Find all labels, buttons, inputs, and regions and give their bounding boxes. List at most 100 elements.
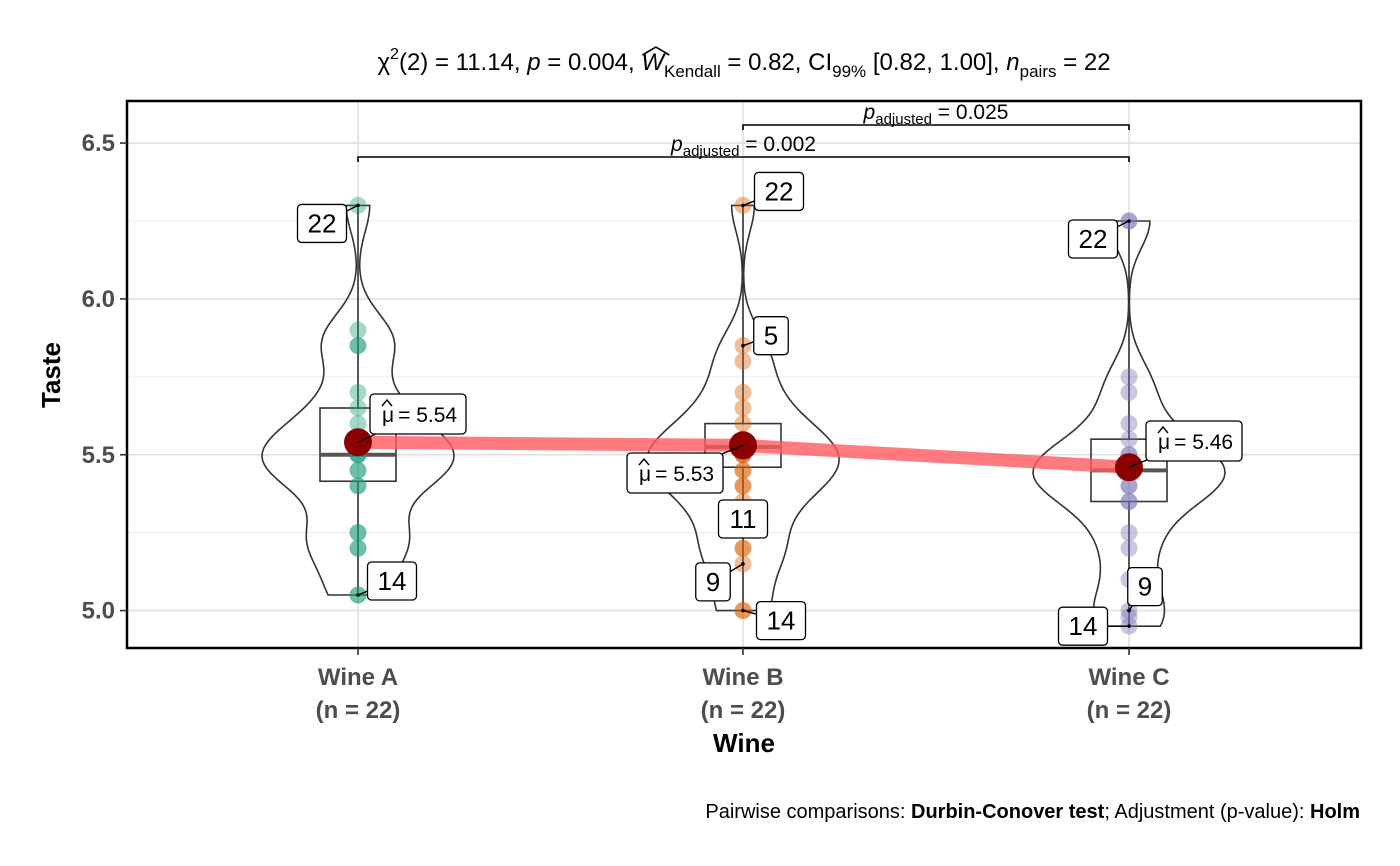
- data-point: [1120, 608, 1138, 626]
- point-label: 14: [767, 606, 796, 636]
- subtitle-n-symbol: n: [1006, 49, 1019, 76]
- bracket-p-symbol: p: [863, 101, 876, 124]
- subtitle-ci-sub: 99%: [832, 62, 866, 81]
- point-label: 11: [730, 504, 757, 534]
- data-point: [1120, 524, 1138, 542]
- point-label: 14: [378, 566, 407, 596]
- data-point: [349, 477, 367, 495]
- data-point: [1120, 477, 1138, 495]
- subtitle-stat-rest: (2) = 11.14,: [399, 49, 527, 76]
- panel-border: [125, 99, 1363, 650]
- point-label-box: [753, 316, 789, 356]
- x-tick-n-label: (n = 22): [316, 697, 401, 724]
- bracket-p-sub: adjusted: [683, 143, 740, 160]
- x-tick-n-label: (n = 22): [1087, 697, 1172, 724]
- subtitle-hat-icon: [641, 46, 670, 56]
- mean-label: μ = 5.46: [1158, 431, 1233, 454]
- data-point: [349, 337, 367, 355]
- data-point: [349, 415, 367, 433]
- y-tick-label: 5.0: [82, 598, 115, 625]
- point-label-box: [753, 171, 805, 212]
- point-label-box: [1067, 219, 1119, 259]
- data-point: [349, 539, 367, 557]
- point-label: 9: [1138, 572, 1152, 602]
- subtitle-p-rest: = 0.004,: [541, 49, 642, 76]
- point-label: 5: [764, 321, 778, 351]
- point-label-anchor: [1127, 219, 1131, 223]
- data-point: [1120, 493, 1138, 511]
- caption-test: Durbin-Conover test: [911, 801, 1105, 823]
- data-point: [349, 524, 367, 542]
- bracket-p-symbol: p: [670, 133, 683, 156]
- point-label-box: [755, 600, 807, 641]
- data-point: [734, 352, 752, 370]
- mean-label-symbol: μ: [1158, 431, 1170, 454]
- mean-label-box: [369, 393, 467, 435]
- mean-hat-icon: [1157, 425, 1169, 434]
- data-point: [349, 461, 367, 479]
- data-point: [349, 337, 367, 355]
- y-axis: 5.0 5.5 6.0 6.5: [82, 130, 127, 625]
- mean-label: μ = 5.54: [382, 404, 457, 427]
- data-point: [734, 539, 752, 557]
- bracket-1: [742, 124, 1130, 130]
- point-label-box: [717, 499, 769, 539]
- data-point: [349, 321, 367, 339]
- point-label-anchor: [741, 203, 745, 208]
- mean-hat-icon: [638, 457, 650, 466]
- mean-label: μ = 5.53: [639, 463, 714, 486]
- data-point: [1120, 539, 1138, 557]
- subtitle-stat-sup: 2: [390, 46, 399, 63]
- data-point: [349, 383, 367, 401]
- point-label-box: [695, 562, 731, 602]
- data-point: [734, 399, 752, 417]
- data-point: [734, 383, 752, 401]
- data-point: [734, 477, 752, 495]
- point-label: 9: [706, 567, 720, 597]
- data-point: [734, 415, 752, 433]
- caption-prefix: Pairwise comparisons:: [705, 801, 911, 823]
- mean-label-symbol: μ: [382, 404, 394, 427]
- data-point: [349, 461, 367, 479]
- subtitle-p-symbol: p: [526, 49, 540, 76]
- x-axis-title: Wine: [713, 728, 775, 758]
- point-label: 22: [308, 208, 337, 238]
- point-label-box: [1127, 566, 1163, 607]
- point-label: 22: [1079, 224, 1108, 254]
- point-label-anchor: [741, 343, 745, 348]
- mean-label-box: [626, 452, 724, 494]
- x-tick-label: Wine B: [702, 664, 783, 691]
- point-label-anchor: [356, 593, 360, 597]
- caption-middle: ; Adjustment (p-value):: [1104, 801, 1310, 823]
- mean-hat-icon: [381, 398, 393, 407]
- point-label-anchor: [1127, 608, 1131, 613]
- y-tick-label: 6.0: [82, 286, 115, 313]
- data-point: [734, 539, 752, 557]
- data-point: [349, 524, 367, 542]
- subtitle-n-sub: pairs: [1020, 62, 1057, 81]
- plot-panel: [127, 101, 1361, 648]
- bracket-p-sub: adjusted: [875, 111, 932, 128]
- boxplots: [319, 205, 1168, 627]
- data-point: [349, 539, 367, 557]
- chart-subtitle: χ2(2) = 11.14, p = 0.004, WKendall = 0.8…: [377, 46, 1110, 81]
- subtitle-ci-rest: [0.82, 1.00],: [866, 49, 1006, 76]
- data-point: [349, 477, 367, 495]
- subtitle-stat: χ: [377, 49, 390, 76]
- data-point: [1120, 415, 1138, 433]
- bracket-label-1: padjusted = 0.025: [863, 101, 1009, 128]
- mean-label-value: = 5.53: [655, 463, 714, 486]
- y-tick-label: 6.5: [82, 130, 115, 157]
- y-tick-label: 5.5: [82, 442, 115, 469]
- x-axis: Wine A (n = 22) Wine B (n = 22) Wine C (n = 2…: [316, 648, 1172, 724]
- mean-label-box: [1145, 420, 1243, 462]
- data-point: [734, 477, 752, 495]
- x-tick-label: Wine C: [1088, 664, 1169, 691]
- mean-label-symbol: μ: [639, 463, 651, 486]
- subtitle-effect-sub: Kendall: [664, 62, 721, 81]
- caption-adjustment: Holm: [1310, 801, 1360, 823]
- bracket-2: [357, 156, 1130, 162]
- data-point: [1120, 477, 1138, 495]
- mean-label-value: = 5.46: [1174, 431, 1233, 454]
